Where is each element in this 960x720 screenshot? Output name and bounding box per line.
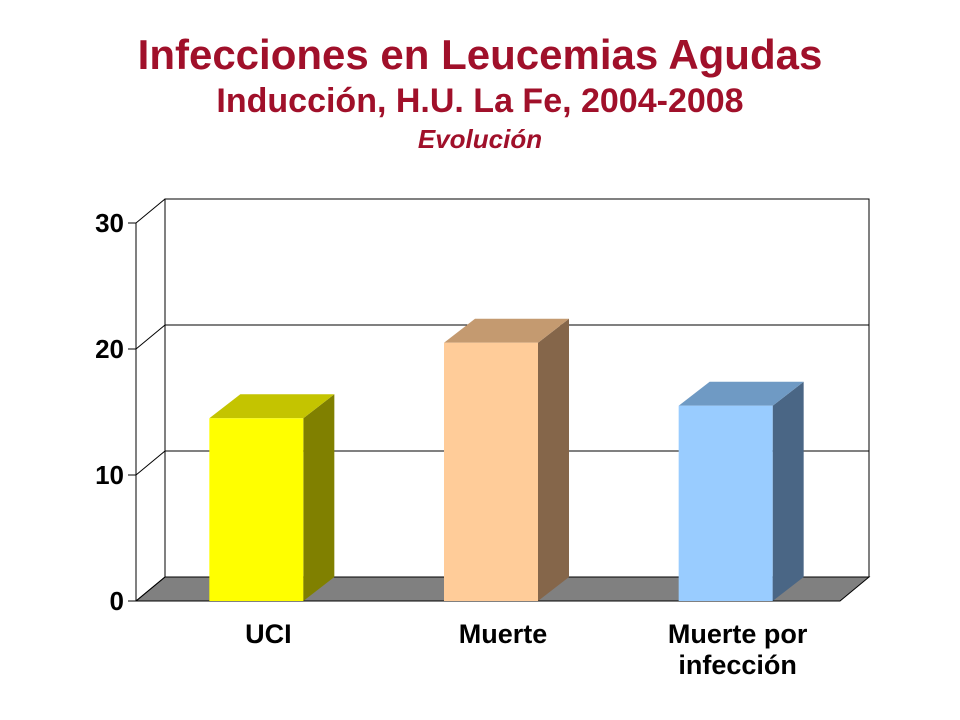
bar-side bbox=[303, 394, 335, 601]
chart-title-block: Infecciones en Leucemias Agudas Inducció… bbox=[0, 30, 960, 156]
bar-side bbox=[538, 318, 569, 601]
y-depth-line bbox=[135, 198, 166, 224]
x-category-label-line: infección bbox=[678, 650, 797, 680]
bar-top bbox=[209, 394, 335, 419]
y-tick-label: 0 bbox=[110, 586, 124, 616]
x-category-label-line: Muerte bbox=[459, 619, 548, 649]
x-category-label-line: UCI bbox=[245, 619, 292, 649]
y-tick-label: 10 bbox=[95, 460, 124, 490]
y-tick-label: 30 bbox=[95, 208, 124, 238]
chart-caption: Evolución bbox=[417, 124, 543, 154]
chart-subtitle: Inducción, H.U. La Fe, 2004-2008 bbox=[216, 82, 744, 120]
bar bbox=[678, 405, 773, 601]
y-depth-line bbox=[135, 450, 166, 476]
y-depth-line bbox=[135, 576, 166, 602]
bar-side bbox=[772, 381, 804, 601]
x-category-label: Muerte por infección bbox=[668, 619, 808, 680]
y-tick-label: 20 bbox=[95, 334, 124, 364]
bar bbox=[444, 342, 538, 601]
x-category-label: Muerte bbox=[459, 619, 548, 649]
chart-title: Infecciones en Leucemias Agudas bbox=[137, 31, 823, 78]
bar-top bbox=[678, 381, 804, 406]
x-category-label: UCI bbox=[245, 619, 292, 649]
x-category-label-line: Muerte por bbox=[668, 619, 808, 649]
bar-top bbox=[444, 318, 569, 343]
bar bbox=[209, 418, 304, 601]
y-depth-line bbox=[135, 324, 166, 350]
